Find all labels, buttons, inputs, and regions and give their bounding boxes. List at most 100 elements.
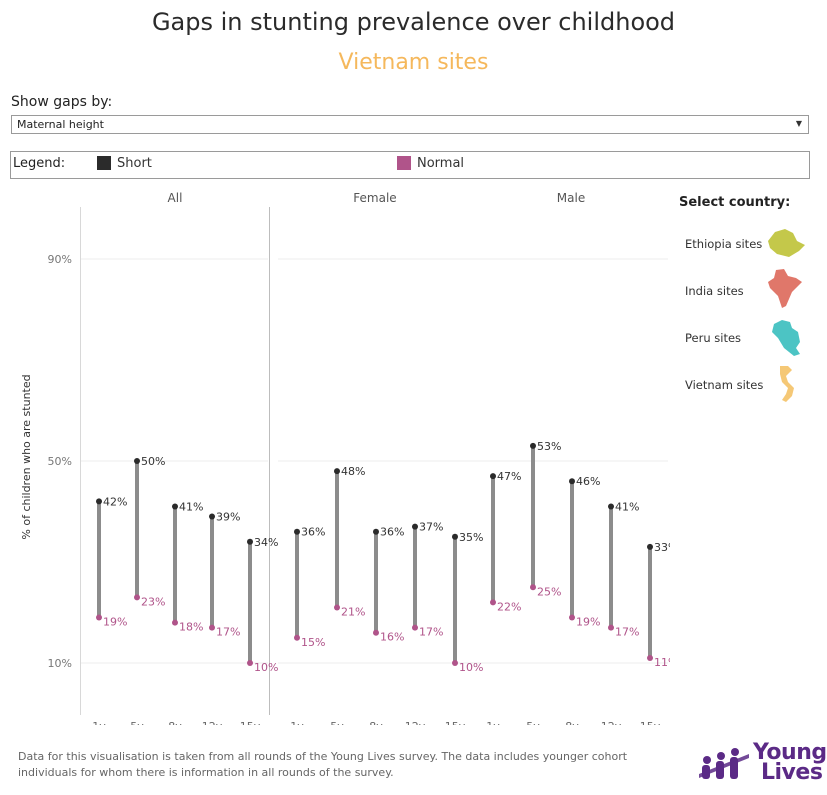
- gaps-dropdown[interactable]: Maternal height ▼: [11, 115, 809, 134]
- chart-title: Gaps in stunting prevalence over childho…: [151, 8, 676, 36]
- x-tick-label: 1y: [290, 720, 304, 725]
- x-tick-label: 8y: [168, 720, 182, 725]
- short-point: [209, 513, 215, 520]
- dumbbell-chart: 90% 50% 10% % of children who are stunted Al…: [20, 191, 670, 725]
- short-point: [373, 528, 379, 535]
- normal-point: [647, 654, 653, 661]
- normal-value-label: 23%: [141, 595, 165, 608]
- normal-point: [134, 594, 140, 601]
- short-value-label: 42%: [103, 495, 127, 508]
- normal-value-label: 22%: [497, 600, 521, 613]
- normal-value-label: 19%: [576, 616, 600, 629]
- normal-point: [209, 624, 215, 631]
- normal-value-label: 17%: [419, 626, 443, 639]
- x-tick-label: 15y: [240, 720, 261, 725]
- x-tick-label: 8y: [565, 720, 579, 725]
- normal-value-label: 19%: [103, 616, 127, 629]
- panel-title: All: [168, 191, 183, 205]
- y-axis-label: % of children who are stunted: [20, 374, 33, 539]
- legend-swatch-short[interactable]: [97, 156, 111, 170]
- dropdown-value: Maternal height: [17, 118, 104, 131]
- short-value-label: 53%: [537, 440, 561, 453]
- young-lives-logo-icon: [699, 748, 749, 779]
- normal-point: [530, 584, 536, 591]
- short-point: [569, 478, 575, 485]
- country-item-india[interactable]: India sites: [685, 284, 744, 298]
- vietnam-map-icon[interactable]: [776, 364, 800, 404]
- panel-title: Female: [353, 191, 396, 205]
- normal-value-label: 17%: [216, 626, 240, 639]
- short-value-label: 41%: [179, 500, 203, 513]
- normal-point: [334, 604, 340, 611]
- x-tick-label: 15y: [640, 720, 661, 725]
- short-point: [452, 533, 458, 540]
- normal-value-label: 18%: [179, 621, 203, 634]
- x-tick-label: 1y: [92, 720, 106, 725]
- short-value-label: 50%: [141, 455, 165, 468]
- logo-line-1: Young: [753, 740, 827, 765]
- country-label-india: India sites: [685, 284, 744, 298]
- logo-wordmark: Young Lives: [753, 740, 827, 785]
- normal-point: [247, 660, 253, 666]
- peru-map-icon[interactable]: [770, 318, 804, 358]
- normal-value-label: 16%: [380, 631, 404, 644]
- chart-subtitle: Vietnam sites: [338, 50, 489, 75]
- normal-point: [569, 614, 575, 621]
- normal-point: [608, 624, 614, 631]
- normal-point: [452, 660, 458, 666]
- normal-value-label: 21%: [341, 605, 365, 618]
- short-point: [530, 442, 536, 449]
- short-value-label: 33%: [654, 541, 670, 554]
- normal-value-label: 17%: [615, 626, 639, 639]
- short-point: [412, 523, 418, 530]
- short-value-label: 37%: [419, 521, 443, 534]
- country-item-ethiopia[interactable]: Ethiopia sites: [685, 237, 762, 251]
- ethiopia-map-icon[interactable]: [765, 227, 807, 259]
- short-point: [96, 498, 102, 505]
- short-value-label: 46%: [576, 475, 600, 488]
- short-point: [608, 503, 614, 510]
- filter-label: Show gaps by:: [11, 94, 113, 110]
- country-item-vietnam[interactable]: Vietnam sites: [685, 378, 763, 392]
- panel-title: Male: [557, 191, 585, 205]
- normal-value-label: 15%: [301, 636, 325, 649]
- country-selector-title: Select country:: [679, 195, 791, 210]
- normal-value-label: 11%: [654, 656, 670, 669]
- short-point: [247, 538, 253, 545]
- country-label-vietnam: Vietnam sites: [685, 378, 764, 392]
- short-point: [134, 458, 140, 464]
- legend-title: Legend:: [13, 156, 66, 171]
- country-label-ethiopia: Ethiopia sites: [685, 237, 763, 251]
- legend-label-normal[interactable]: Normal: [417, 156, 465, 171]
- india-map-icon[interactable]: [766, 268, 806, 310]
- x-tick-label: 1y: [486, 720, 500, 725]
- x-tick-label: 12y: [202, 720, 223, 725]
- y-tick-label: 10%: [48, 657, 72, 670]
- y-tick-label: 50%: [48, 455, 72, 468]
- short-point: [172, 503, 178, 510]
- x-tick-label: 5y: [330, 720, 344, 725]
- legend: Legend: Short Normal: [10, 151, 810, 179]
- short-value-label: 36%: [380, 526, 404, 539]
- short-point: [490, 473, 496, 480]
- legend-label-short[interactable]: Short: [117, 156, 152, 171]
- y-tick-label: 90%: [48, 253, 72, 266]
- x-tick-label: 15y: [445, 720, 466, 725]
- normal-value-label: 10%: [254, 661, 278, 674]
- x-tick-label: 5y: [130, 720, 144, 725]
- x-tick-label: 5y: [526, 720, 540, 725]
- short-value-label: 39%: [216, 511, 240, 524]
- short-point: [334, 468, 340, 475]
- normal-point: [294, 634, 300, 641]
- x-tick-label: 12y: [405, 720, 426, 725]
- normal-value-label: 25%: [537, 585, 561, 598]
- short-point: [294, 528, 300, 535]
- short-value-label: 35%: [459, 531, 483, 544]
- normal-value-label: 10%: [459, 661, 483, 674]
- x-tick-label: 8y: [369, 720, 383, 725]
- x-tick-label: 12y: [601, 720, 622, 725]
- country-item-peru[interactable]: Peru sites: [685, 331, 741, 345]
- legend-swatch-normal[interactable]: [397, 156, 411, 170]
- chevron-down-icon[interactable]: ▼: [795, 119, 802, 128]
- logo-line-2: Lives: [761, 760, 823, 785]
